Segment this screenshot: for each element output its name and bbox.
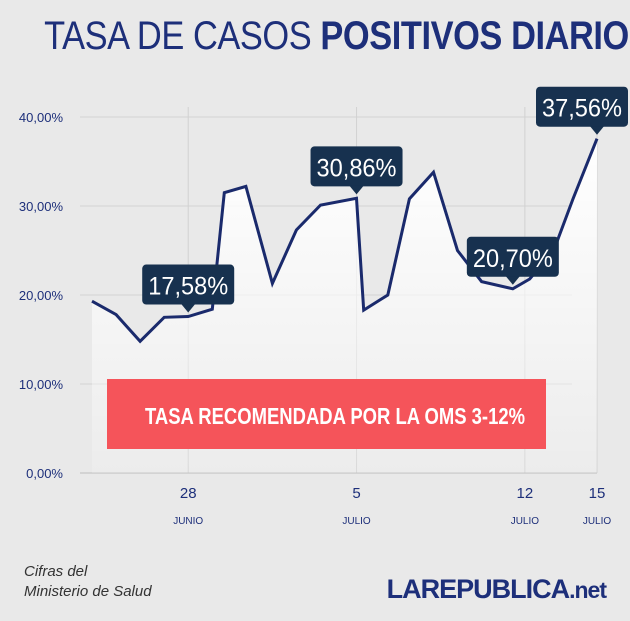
value-callout-box	[536, 86, 628, 127]
y-tick-label: 10,00%	[19, 377, 64, 392]
series-line	[91, 138, 599, 344]
x-tick-month: JUNIO	[173, 516, 203, 527]
line-area-chart: 0,00% 10,00% 20,00% 30,00% 40,00% 28 JUNIO 5 JUL…	[19, 86, 628, 527]
y-tick-label: 0,00%	[26, 466, 63, 481]
chart-title: TASA DE CASOS POSITIVOS DIARIOS	[44, 14, 630, 59]
y-tick-label: 40,00%	[19, 110, 64, 125]
value-callout-label: 30,86%	[317, 154, 397, 182]
value-callout-pointer	[349, 185, 364, 195]
title-bold: POSITIVOS DIARIOS	[320, 14, 630, 58]
x-tick-day: 15	[589, 485, 606, 502]
recommended-band	[107, 379, 546, 449]
value-callout-pointer	[505, 276, 520, 285]
y-tick-label: 30,00%	[19, 199, 64, 214]
value-callout-label: 37,56%	[542, 95, 622, 123]
x-tick-month: JULIO	[583, 516, 612, 527]
value-callout-pointer	[181, 304, 196, 313]
x-tick-day: 5	[352, 485, 360, 502]
value-callout-box	[142, 264, 235, 305]
x-tick-day: 28	[180, 485, 197, 502]
x-tick-month: JULIO	[342, 516, 371, 527]
logo-main: LAREPUBLICA	[386, 574, 570, 604]
title-regular: TASA DE CASOS	[44, 14, 312, 58]
publisher-logo: LAREPUBLICA.net	[386, 574, 607, 605]
x-tick-day: 12	[517, 485, 534, 502]
y-tick-label: 20,00%	[19, 288, 64, 303]
value-callout-box	[310, 146, 403, 187]
value-callout-pointer	[590, 126, 604, 135]
source-line-2: Ministerio de Salud	[24, 583, 152, 600]
value-callout-label: 17,58%	[148, 273, 228, 301]
logo-suffix: .net	[569, 577, 607, 603]
source-line-1: Cifras del	[24, 563, 88, 580]
recommended-band-label: TASA RECOMENDADA POR LA OMS 3-12%	[145, 403, 525, 429]
value-callout-label: 20,70%	[473, 245, 553, 273]
source-note: Cifras del Ministerio de Salud	[24, 562, 152, 602]
x-tick-month: JULIO	[511, 516, 540, 527]
value-callout-box	[466, 236, 559, 277]
